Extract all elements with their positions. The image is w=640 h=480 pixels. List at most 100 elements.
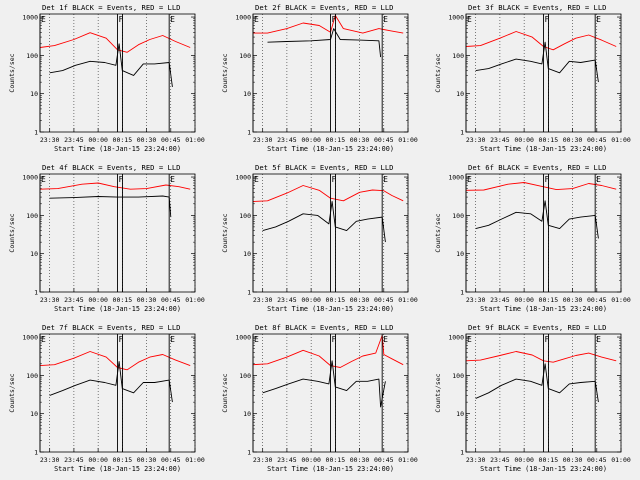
x-axis-label: Start Time (18-Jan-15 23:24:00): [267, 305, 394, 313]
chart-panel-5: Det 5f BLACK = Events, RED = LLD 1 10 100 10…: [213, 160, 426, 320]
x-tick-label: 00:45: [374, 456, 394, 464]
series-line-black: [262, 201, 386, 243]
y-axis-label: Counts/sec: [8, 213, 16, 252]
x-tick-label: 00:00: [514, 456, 534, 464]
x-tick-label: 23:30: [40, 456, 60, 464]
series-line-black: [475, 41, 599, 83]
y-tick-label: 100: [26, 212, 38, 220]
marker-label: F: [119, 15, 124, 24]
chart-title: Det 7f BLACK = Events, RED = LLD: [42, 323, 180, 332]
y-axis-label: Counts/sec: [434, 373, 442, 412]
x-tick-label: 23:30: [466, 456, 486, 464]
series-line-black: [475, 200, 599, 239]
x-tick-label: 00:15: [113, 456, 133, 464]
x-tick-label: 01:00: [398, 456, 418, 464]
x-tick-label: 00:15: [539, 456, 559, 464]
series-line-red: [465, 182, 617, 191]
marker-label: E: [383, 175, 388, 184]
chart-svg: Det 7f BLACK = Events, RED = LLD 1 10 100 10…: [8, 323, 205, 473]
x-tick-label: 01:00: [611, 136, 631, 144]
y-tick-label: 10: [456, 90, 464, 98]
x-tick-label: 23:45: [277, 296, 297, 304]
x-axis-label: Start Time (18-Jan-15 23:24:00): [480, 465, 607, 473]
chart-title: Det 4f BLACK = Events, RED = LLD: [42, 163, 180, 172]
chart-svg: Det 2f BLACK = Events, RED = LLD 1 10 100 10…: [221, 3, 418, 153]
marker-label: F: [332, 175, 337, 184]
x-tick-label: 00:45: [587, 296, 607, 304]
series-line-red: [39, 182, 191, 190]
chart-title: Det 3f BLACK = Events, RED = LLD: [468, 3, 606, 12]
marker-label: F: [545, 175, 550, 184]
x-tick-label: 00:15: [113, 296, 133, 304]
marker-label: F: [332, 15, 337, 24]
chart-svg: Det 5f BLACK = Events, RED = LLD 1 10 100 10…: [221, 163, 418, 313]
series-line-black: [49, 43, 173, 87]
series-line-black: [262, 360, 386, 408]
chart-svg: Det 9f BLACK = Events, RED = LLD 1 10 100 10…: [434, 323, 631, 473]
x-tick-label: 01:00: [185, 136, 205, 144]
chart-panel-8: Det 8f BLACK = Events, RED = LLD 1 10 100 10…: [213, 320, 426, 480]
x-tick-label: 00:00: [301, 456, 321, 464]
y-tick-label: 100: [452, 52, 464, 60]
y-tick-label: 10: [456, 250, 464, 258]
x-tick-label: 00:15: [326, 296, 346, 304]
marker-label: E: [467, 15, 472, 24]
x-tick-label: 00:45: [374, 296, 394, 304]
marker-label: E: [467, 175, 472, 184]
y-tick-label: 10: [30, 410, 38, 418]
x-tick-label: 01:00: [611, 456, 631, 464]
x-tick-label: 00:30: [137, 296, 157, 304]
y-tick-label: 10: [456, 410, 464, 418]
chart-panel-2: Det 2f BLACK = Events, RED = LLD 1 10 100 10…: [213, 0, 426, 160]
series-line-red: [465, 351, 617, 363]
y-tick-label: 1000: [22, 174, 38, 182]
x-tick-label: 01:00: [185, 296, 205, 304]
x-tick-label: 23:45: [64, 296, 84, 304]
series-line-red: [252, 334, 404, 368]
x-tick-label: 01:00: [185, 456, 205, 464]
x-tick-label: 00:00: [88, 296, 108, 304]
y-tick-label: 1000: [22, 14, 38, 22]
chart-svg: Det 4f BLACK = Events, RED = LLD 1 10 100 10…: [8, 163, 205, 313]
x-tick-label: 23:45: [277, 456, 297, 464]
y-tick-label: 1: [460, 449, 464, 457]
marker-label: E: [170, 175, 175, 184]
x-tick-label: 23:30: [253, 296, 273, 304]
series-line-red: [465, 31, 617, 51]
series-line-red: [253, 14, 404, 34]
x-tick-label: 00:00: [514, 136, 534, 144]
y-tick-label: 1000: [448, 334, 464, 342]
y-tick-label: 10: [243, 410, 251, 418]
series-line-red: [39, 351, 191, 371]
x-tick-label: 23:30: [253, 136, 273, 144]
x-axis-label: Start Time (18-Jan-15 23:24:00): [480, 145, 607, 153]
x-tick-label: 00:00: [88, 136, 108, 144]
marker-label: F: [332, 335, 337, 344]
series-line-black: [49, 195, 172, 218]
y-tick-label: 100: [26, 52, 38, 60]
chart-panel-3: Det 3f BLACK = Events, RED = LLD 1 10 100 10…: [426, 0, 639, 160]
x-axis-label: Start Time (18-Jan-15 23:24:00): [54, 145, 181, 153]
y-axis-label: Counts/sec: [8, 53, 16, 92]
y-tick-label: 10: [30, 90, 38, 98]
series-line-black: [475, 363, 599, 403]
y-tick-label: 1000: [448, 14, 464, 22]
x-tick-label: 00:30: [137, 456, 157, 464]
y-tick-label: 1: [460, 289, 464, 297]
chart-panel-7: Det 7f BLACK = Events, RED = LLD 1 10 100 10…: [0, 320, 213, 480]
x-tick-label: 00:45: [161, 296, 181, 304]
y-tick-label: 10: [243, 250, 251, 258]
x-tick-label: 23:30: [466, 296, 486, 304]
y-tick-label: 1000: [448, 174, 464, 182]
marker-label: E: [596, 335, 601, 344]
x-tick-label: 23:45: [277, 136, 297, 144]
y-tick-label: 1: [247, 449, 251, 457]
x-tick-label: 23:45: [64, 136, 84, 144]
x-tick-label: 00:30: [350, 136, 370, 144]
x-tick-label: 00:30: [563, 456, 583, 464]
marker-label: E: [41, 335, 46, 344]
x-tick-label: 00:00: [514, 296, 534, 304]
x-tick-label: 23:45: [490, 296, 510, 304]
y-tick-label: 100: [452, 212, 464, 220]
